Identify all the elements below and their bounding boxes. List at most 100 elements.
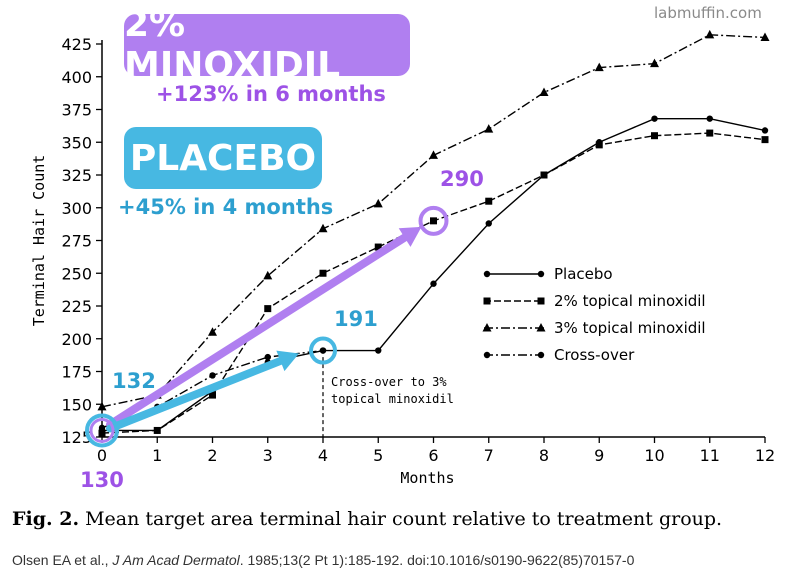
start-minoxidil-ring xyxy=(89,417,115,443)
legend-marker xyxy=(537,270,545,278)
data-point xyxy=(373,198,383,208)
data-point xyxy=(706,115,713,122)
x-tick-label: 10 xyxy=(644,446,664,465)
data-point xyxy=(706,129,714,137)
cross-over-note-line2: topical minoxidil xyxy=(331,392,454,406)
citation-details: . 1985;13(2 Pt 1):185-192. doi:10.1016/s… xyxy=(239,552,635,568)
x-tick-label: 9 xyxy=(594,446,604,465)
x-axis-title: Months xyxy=(400,469,454,487)
callout-placebo-month4: 191 xyxy=(334,307,378,331)
data-point xyxy=(264,305,272,313)
data-point xyxy=(594,62,604,72)
arrow-shaft xyxy=(106,356,285,433)
arrow-head xyxy=(276,350,299,372)
arrow-head xyxy=(398,226,422,247)
data-point xyxy=(485,197,493,205)
data-point xyxy=(263,270,273,280)
callout-minoxidil-month6: 290 xyxy=(440,167,484,191)
y-axis-title: Terminal Hair Count xyxy=(30,155,48,327)
placebo-month4-ring xyxy=(309,336,337,365)
data-point xyxy=(539,87,549,96)
y-tick-label: 250 xyxy=(61,264,92,283)
legend-label: 3% topical minoxidil xyxy=(554,319,706,337)
y-tick-label: 350 xyxy=(61,133,92,152)
legend-label: Placebo xyxy=(554,265,613,283)
citation-authors: Olsen EA et al., xyxy=(12,552,113,568)
y-tick-label: 275 xyxy=(61,232,92,251)
callout-start-placebo: 132 xyxy=(112,369,156,393)
data-point xyxy=(319,269,327,277)
data-point xyxy=(540,171,548,179)
data-point xyxy=(761,127,769,134)
axes: 1251501752002252502753003253503754004250… xyxy=(61,35,775,465)
start-placebo-ring xyxy=(85,413,119,448)
y-tick-label: 125 xyxy=(61,428,92,447)
plot-area xyxy=(97,29,770,437)
x-tick-label: 11 xyxy=(700,446,720,465)
data-point xyxy=(208,327,217,336)
data-point xyxy=(485,220,492,227)
y-tick-label: 325 xyxy=(61,166,92,185)
legend-marker xyxy=(536,323,546,332)
callout-start-minoxidil: 130 xyxy=(80,468,124,492)
figure-label: Fig. 2. xyxy=(12,508,80,530)
y-tick-label: 225 xyxy=(61,297,92,316)
cross-over-note-line1: Cross-over to 3% xyxy=(331,375,447,389)
y-tick-label: 200 xyxy=(61,330,92,349)
minoxidil-badge: 2% MINOXIDIL xyxy=(124,4,410,86)
x-tick-label: 2 xyxy=(207,446,217,465)
x-tick-label: 7 xyxy=(484,446,494,465)
data-point xyxy=(651,132,658,140)
placebo-arrow xyxy=(106,350,299,433)
series-2 xyxy=(98,129,769,437)
y-tick-label: 300 xyxy=(61,199,92,218)
citation: Olsen EA et al., J Am Acad Dermatol. 198… xyxy=(12,552,634,568)
data-point xyxy=(430,217,437,225)
x-tick-label: 3 xyxy=(263,446,273,465)
data-point xyxy=(761,136,769,144)
legend-marker xyxy=(483,297,491,305)
legend-label: 2% topical minoxidil xyxy=(554,292,706,310)
x-tick-label: 6 xyxy=(428,446,438,465)
x-tick-label: 4 xyxy=(318,446,328,465)
x-tick-label: 0 xyxy=(97,446,107,465)
data-point xyxy=(319,347,327,354)
data-point xyxy=(705,29,715,39)
data-point xyxy=(595,141,603,149)
data-point xyxy=(760,32,770,41)
data-point xyxy=(375,347,382,354)
watermark: labmuffin.com xyxy=(654,4,762,22)
x-tick-label: 5 xyxy=(373,446,383,465)
legend-marker xyxy=(483,351,491,359)
placebo-increase-label: +45% in 4 months xyxy=(118,195,334,219)
minoxidil-arrow xyxy=(106,226,422,429)
hair-count-chart: 1251501752002252502753003253503754004250… xyxy=(30,29,775,492)
citation-journal: J Am Acad Dermatol xyxy=(112,552,240,568)
legend-marker xyxy=(482,323,492,332)
x-tick-label: 1 xyxy=(152,446,162,465)
data-point xyxy=(318,223,328,233)
arrow-shaft xyxy=(106,233,409,429)
data-point xyxy=(650,58,659,68)
x-tick-label: 8 xyxy=(539,446,549,465)
legend: Placebo 2% topical minoxidil 3% topical mi… xyxy=(482,265,706,364)
data-point xyxy=(484,124,494,133)
placebo-badge: PLACEBO xyxy=(124,127,322,189)
highlight-overlay xyxy=(85,205,449,448)
y-tick-label: 150 xyxy=(61,395,92,414)
data-point xyxy=(651,115,658,122)
legend-marker xyxy=(537,351,545,359)
y-tick-label: 175 xyxy=(61,363,92,382)
data-point xyxy=(153,426,161,434)
x-tick-label: 12 xyxy=(755,446,775,465)
figure-caption-text: Mean target area terminal hair count rel… xyxy=(79,508,723,530)
data-point xyxy=(430,280,437,287)
legend-label: Cross-over xyxy=(554,346,635,364)
y-tick-label: 400 xyxy=(61,68,92,87)
y-tick-label: 425 xyxy=(61,35,92,54)
y-tick-label: 375 xyxy=(61,101,92,120)
legend-marker xyxy=(483,270,491,278)
legend-marker xyxy=(537,297,545,305)
minoxidil-increase-label: +123% in 6 months xyxy=(156,82,386,106)
data-point xyxy=(209,391,216,399)
